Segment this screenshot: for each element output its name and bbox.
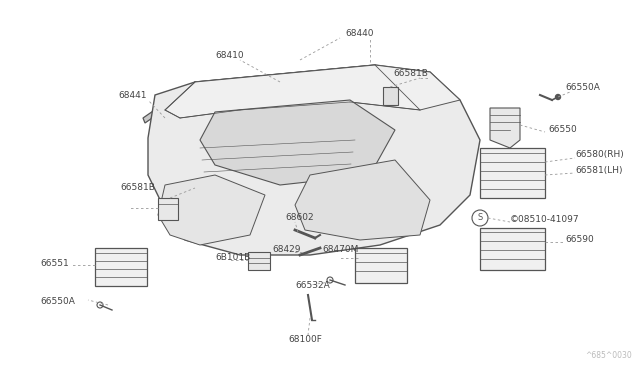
Text: 66550A: 66550A xyxy=(40,298,75,307)
Polygon shape xyxy=(295,160,430,240)
Text: 66532A: 66532A xyxy=(295,280,330,289)
Polygon shape xyxy=(158,175,265,245)
Bar xyxy=(248,252,270,270)
Text: 68602: 68602 xyxy=(285,214,314,222)
Bar xyxy=(95,248,147,286)
Circle shape xyxy=(556,94,561,99)
Text: 66550A: 66550A xyxy=(565,83,600,93)
Text: 66581B: 66581B xyxy=(393,68,428,77)
Text: 68429: 68429 xyxy=(272,246,301,254)
Polygon shape xyxy=(195,65,377,87)
Bar xyxy=(355,248,407,283)
Polygon shape xyxy=(165,65,460,118)
Text: 68440: 68440 xyxy=(345,29,374,38)
Text: 66550: 66550 xyxy=(548,125,577,135)
Text: S: S xyxy=(477,214,483,222)
Bar xyxy=(480,228,545,270)
Text: 66581(LH): 66581(LH) xyxy=(575,166,623,174)
Text: ©08510-41097: ©08510-41097 xyxy=(510,215,580,224)
Text: 6B101B: 6B101B xyxy=(215,253,250,263)
Text: 68100F: 68100F xyxy=(288,336,322,344)
Bar xyxy=(383,87,398,105)
Text: 68410: 68410 xyxy=(215,51,244,60)
Polygon shape xyxy=(490,108,520,148)
Bar xyxy=(480,148,545,198)
Polygon shape xyxy=(143,82,197,123)
Text: 66590: 66590 xyxy=(565,235,594,244)
Text: 66580(RH): 66580(RH) xyxy=(575,151,624,160)
Polygon shape xyxy=(200,100,395,185)
Bar xyxy=(158,198,178,220)
Text: 66581B: 66581B xyxy=(120,183,155,192)
Text: 68470M: 68470M xyxy=(322,246,358,254)
Text: 66551: 66551 xyxy=(40,259,68,267)
Text: 68441: 68441 xyxy=(118,90,147,99)
Text: ^685^0030: ^685^0030 xyxy=(585,351,632,360)
Polygon shape xyxy=(148,65,480,255)
